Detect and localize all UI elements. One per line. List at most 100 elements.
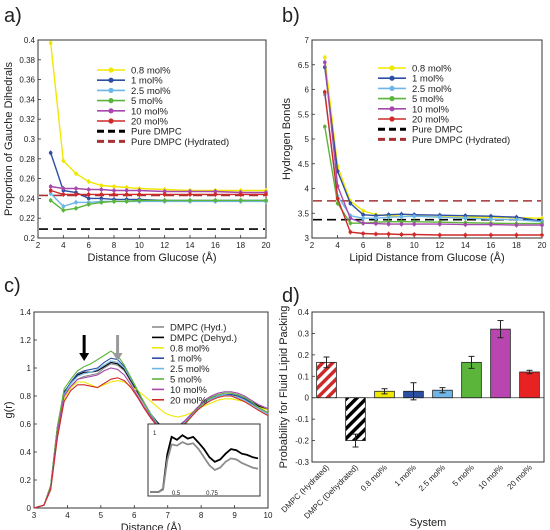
x-tick-label: 3 bbox=[32, 511, 37, 520]
series-line-1 bbox=[50, 152, 266, 202]
x-tick-label: 8 bbox=[386, 241, 391, 250]
legend-marker bbox=[389, 65, 395, 71]
y-axis-label: Proportion of Gauche Dihedrals bbox=[3, 61, 15, 216]
x-tick-label: 20 bbox=[262, 241, 271, 250]
y-tick-label: 7 bbox=[305, 36, 310, 45]
legend-marker bbox=[389, 96, 395, 102]
panel-b-chart: 2 4 6 8 10 12 14 16 18 20 3 3.5 4 4.5 5 5.5 6 6.5 7 Lipid D… bbox=[281, 36, 547, 264]
x-tick-label: 20 bbox=[538, 241, 547, 250]
legend-marker bbox=[108, 67, 114, 73]
panel-d-label: d) bbox=[282, 285, 300, 307]
x-tick-label: 4 bbox=[65, 511, 70, 520]
inset-y-tick-label: 1 bbox=[153, 431, 157, 437]
x-tick-label: 12 bbox=[435, 241, 444, 250]
legend-label: 1 mol% bbox=[131, 76, 163, 87]
y-tick-label: 0.1 bbox=[298, 372, 310, 381]
y-tick-label: -0.3 bbox=[295, 458, 309, 467]
panel-d-chart: -0.3 -0.2 -0.1 0 0.1 0.2 0.3 0.4 DMPC (Hydrated)… bbox=[278, 306, 545, 529]
x-tick-label: 6 bbox=[86, 241, 91, 250]
legend-label: 5 mol% bbox=[170, 375, 202, 386]
inset-series-line-0 bbox=[150, 434, 259, 493]
x-tick-label: 7 bbox=[165, 511, 170, 520]
y-tick-label: 0.22 bbox=[19, 214, 35, 223]
legend-label: 2.5 mol% bbox=[131, 86, 171, 97]
bar-7 bbox=[519, 371, 540, 399]
legend-marker bbox=[389, 75, 395, 81]
series-line-6 bbox=[33, 367, 269, 509]
y-tick-label: 0.6 bbox=[20, 420, 32, 429]
y-tick-label: 5 bbox=[305, 135, 310, 144]
y-tick-label: 0.2 bbox=[24, 234, 36, 243]
plot-frame bbox=[311, 311, 545, 463]
legend-label: 2.5 mol% bbox=[412, 84, 452, 95]
x-tick-label: 14 bbox=[186, 241, 195, 250]
legend-label: 10 mol% bbox=[131, 106, 169, 117]
category-label: 0.8 mol% bbox=[359, 463, 389, 493]
inset-series-line-1 bbox=[150, 441, 259, 493]
x-axis-label: System bbox=[410, 517, 447, 529]
x-tick-label: 4 bbox=[61, 241, 66, 250]
y-tick-label: 0.36 bbox=[19, 76, 35, 85]
arrow-head-1 bbox=[112, 353, 123, 361]
legend-marker bbox=[108, 98, 114, 104]
x-tick-label: 18 bbox=[512, 241, 521, 250]
x-tick-label: 8 bbox=[112, 241, 117, 250]
x-tick-label: 10 bbox=[410, 241, 419, 250]
x-tick-label: 5 bbox=[99, 511, 104, 520]
y-tick-label: 1.2 bbox=[20, 336, 32, 345]
legend-label: 20 mol% bbox=[412, 115, 450, 126]
legend-label: 10 mol% bbox=[170, 385, 208, 396]
legend-label: 0.8 mol% bbox=[131, 66, 171, 77]
y-tick-label: 1.4 bbox=[20, 308, 32, 317]
inset-frame bbox=[147, 423, 261, 497]
legend-marker bbox=[389, 116, 395, 122]
category-label: 1 mol% bbox=[393, 463, 418, 488]
x-axis-label: Distance (Å) bbox=[121, 521, 182, 530]
legend-label: 1 mol% bbox=[412, 74, 444, 85]
legend-label: Pure DMPC (Hydrated) bbox=[131, 137, 229, 148]
legend-label: 5 mol% bbox=[412, 94, 444, 105]
x-axis-label: Distance from Glucose (Å) bbox=[88, 251, 217, 264]
legend-marker bbox=[108, 118, 114, 124]
legend-label: 2.5 mol% bbox=[170, 364, 210, 375]
category-label: 10 mol% bbox=[477, 463, 505, 491]
legend-label: Pure DMPC bbox=[412, 125, 463, 136]
x-tick-label: 14 bbox=[461, 241, 470, 250]
legend-label: DMPC (Hyd.) bbox=[170, 323, 226, 334]
panel-a-label: a) bbox=[4, 5, 22, 27]
x-tick-label: 10 bbox=[264, 511, 273, 520]
y-tick-label: 0 bbox=[305, 394, 310, 403]
y-tick-label: 0.4 bbox=[298, 308, 310, 317]
y-tick-label: 0.26 bbox=[19, 175, 35, 184]
y-tick-label: 0.4 bbox=[24, 36, 36, 45]
x-tick-label: 2 bbox=[310, 241, 315, 250]
legend-label: 0.8 mol% bbox=[170, 343, 210, 354]
y-tick-label: 1 bbox=[27, 364, 32, 373]
x-tick-label: 6 bbox=[132, 511, 137, 520]
y-tick-label: 0.3 bbox=[298, 329, 310, 338]
y-tick-label: 0.8 bbox=[20, 392, 32, 401]
legend-marker bbox=[108, 77, 114, 83]
y-axis-label: Probability for Fluid Lipid Packing bbox=[278, 306, 290, 469]
legend-label: Pure DMPC (Hydrated) bbox=[412, 135, 510, 146]
y-axis-label: Hydrogen Bonds bbox=[281, 98, 293, 180]
x-tick-label: 2 bbox=[36, 241, 41, 250]
y-tick-label: 0 bbox=[27, 504, 32, 513]
inset-x-tick-label: 0.75 bbox=[206, 491, 218, 497]
y-tick-label: 0.2 bbox=[20, 476, 32, 485]
series-line-4 bbox=[33, 360, 269, 509]
legend-label: 0.8 mol% bbox=[412, 64, 452, 75]
arrow-head-0 bbox=[79, 353, 90, 361]
x-tick-label: 4 bbox=[335, 241, 340, 250]
y-tick-label: 0.4 bbox=[20, 448, 32, 457]
series-line-7 bbox=[33, 377, 269, 509]
inset-x-tick-label: 0.5 bbox=[172, 491, 181, 497]
series-line-2 bbox=[33, 380, 269, 509]
legend-label: DMPC (Dehyd.) bbox=[170, 333, 237, 344]
y-tick-label: 0.38 bbox=[19, 56, 35, 65]
y-tick-label: 0.2 bbox=[298, 351, 310, 360]
category-label: DMPC (Hydrated) bbox=[280, 463, 332, 515]
legend-label: 5 mol% bbox=[131, 96, 163, 107]
x-axis-label: Lipid Distance from Glucose (Å) bbox=[349, 251, 504, 264]
